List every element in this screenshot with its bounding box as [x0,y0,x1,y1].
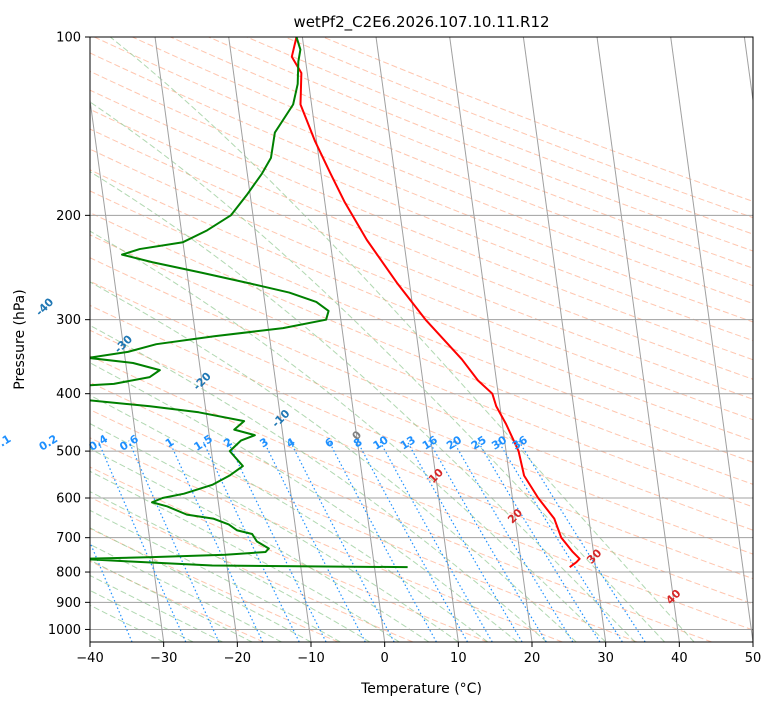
moist-adiabat-line [90,559,253,642]
x-tick-label: 0 [381,651,389,666]
mixing-ratio-line [226,440,327,642]
x-axis-label: Temperature (°C) [360,681,482,697]
mixing-ratio-line [406,440,523,642]
chart-title: wetPf2_C2E6.2026.107.10.11.R12 [293,13,549,32]
moist-adiabat-line [90,491,371,642]
sounding-series [90,37,581,569]
mixing-ratio-line [262,440,366,642]
x-tick-label: 30 [597,651,614,666]
plot-area [90,37,753,642]
x-tick-label: −40 [76,651,103,666]
isotherm-line [228,37,312,642]
dry-adiabat-line [90,128,753,400]
y-tick-label: 100 [56,31,81,46]
moist-adiabat-line [90,470,400,642]
dry-adiabat-line [284,37,753,219]
mixing-ratio-lines [90,440,646,642]
mixing-ratio-line [202,440,300,642]
dewpoint-line [90,37,408,569]
dry-adiabat-line [90,437,563,642]
dry-adiabat-line [90,381,712,642]
isotherms [90,37,753,642]
dry-adiabat-line [90,329,753,605]
y-tick-label: 800 [56,566,81,581]
moist-adiabat-line [90,589,194,642]
mixing-ratio-line [97,440,187,642]
dry-adiabat-line [132,37,753,287]
mixing-ratio-line [289,440,395,642]
mixing-ratio-line [428,440,547,642]
dry-adiabat-line [90,280,753,555]
y-tick-label: 300 [56,313,81,328]
moist-adiabat-line [90,448,430,642]
mixing-ratio-line [168,440,264,642]
moist-adiabat-line [90,230,607,642]
isotherm-line [90,96,165,642]
mixing-ratio-line [128,440,220,642]
x-tick-label: −30 [150,651,177,666]
dry-adiabat-line [90,212,753,485]
dry-adiabats [90,37,753,642]
dry-adiabat-line [90,304,753,580]
y-tick-label: 1000 [48,623,81,638]
x-tick-label: −10 [297,651,324,666]
isotherm-line [449,37,533,642]
y-tick-label: 600 [56,492,81,507]
moist-adiabat-line [90,362,518,642]
moist-adiabat-line [90,543,282,642]
isotherm-line [596,37,680,642]
x-tick-label: 40 [671,651,688,666]
dry-adiabat-line [208,37,753,252]
dry-adiabat-line [246,37,753,235]
temperature-line [290,37,581,568]
y-tick-label: 200 [56,209,81,224]
dry-adiabat-line [90,52,753,323]
mixing-ratio-line [476,440,601,642]
x-tick-label: −20 [224,651,251,666]
moist-adiabats [90,37,695,642]
x-tick-label: 20 [524,651,541,666]
y-tick-label: 700 [56,531,81,546]
x-tick-label: 50 [745,651,762,666]
dry-adiabat-line [90,108,753,380]
moist-adiabat-line [90,281,577,642]
isotherm-line [670,37,753,642]
isotherm-line [301,37,386,642]
dry-adiabat-line [322,37,753,202]
x-axis-ticks: −40 −30 −20 −10 0 10 20 30 40 50 [76,642,761,666]
y-axis-label: Pressure (hPa) [12,289,28,389]
dry-adiabat-line [90,409,638,642]
moist-adiabat-line [90,574,223,642]
mixing-ratio-line [518,440,646,642]
moist-adiabat-line [90,101,665,642]
pressure-gridlines [90,37,753,630]
mixing-ratio-line [379,440,493,642]
x-tick-label: 10 [450,651,467,666]
y-axis-ticks: 100 200 300 400 500 600 700 800 900 1000 [48,31,90,638]
mixing-ratio-line [90,540,133,642]
y-tick-label: 900 [56,596,81,611]
isotherm-line [375,37,459,642]
dry-adiabat-line [90,190,753,463]
dry-adiabat-line [90,70,753,342]
y-tick-label: 400 [56,387,81,402]
plot-frame [89,36,754,643]
isotherm-line [522,37,607,642]
dry-adiabat-line [90,169,753,442]
y-tick-label: 500 [56,445,81,460]
moist-adiabat-line [90,423,459,642]
moist-adiabat-line [109,37,695,642]
